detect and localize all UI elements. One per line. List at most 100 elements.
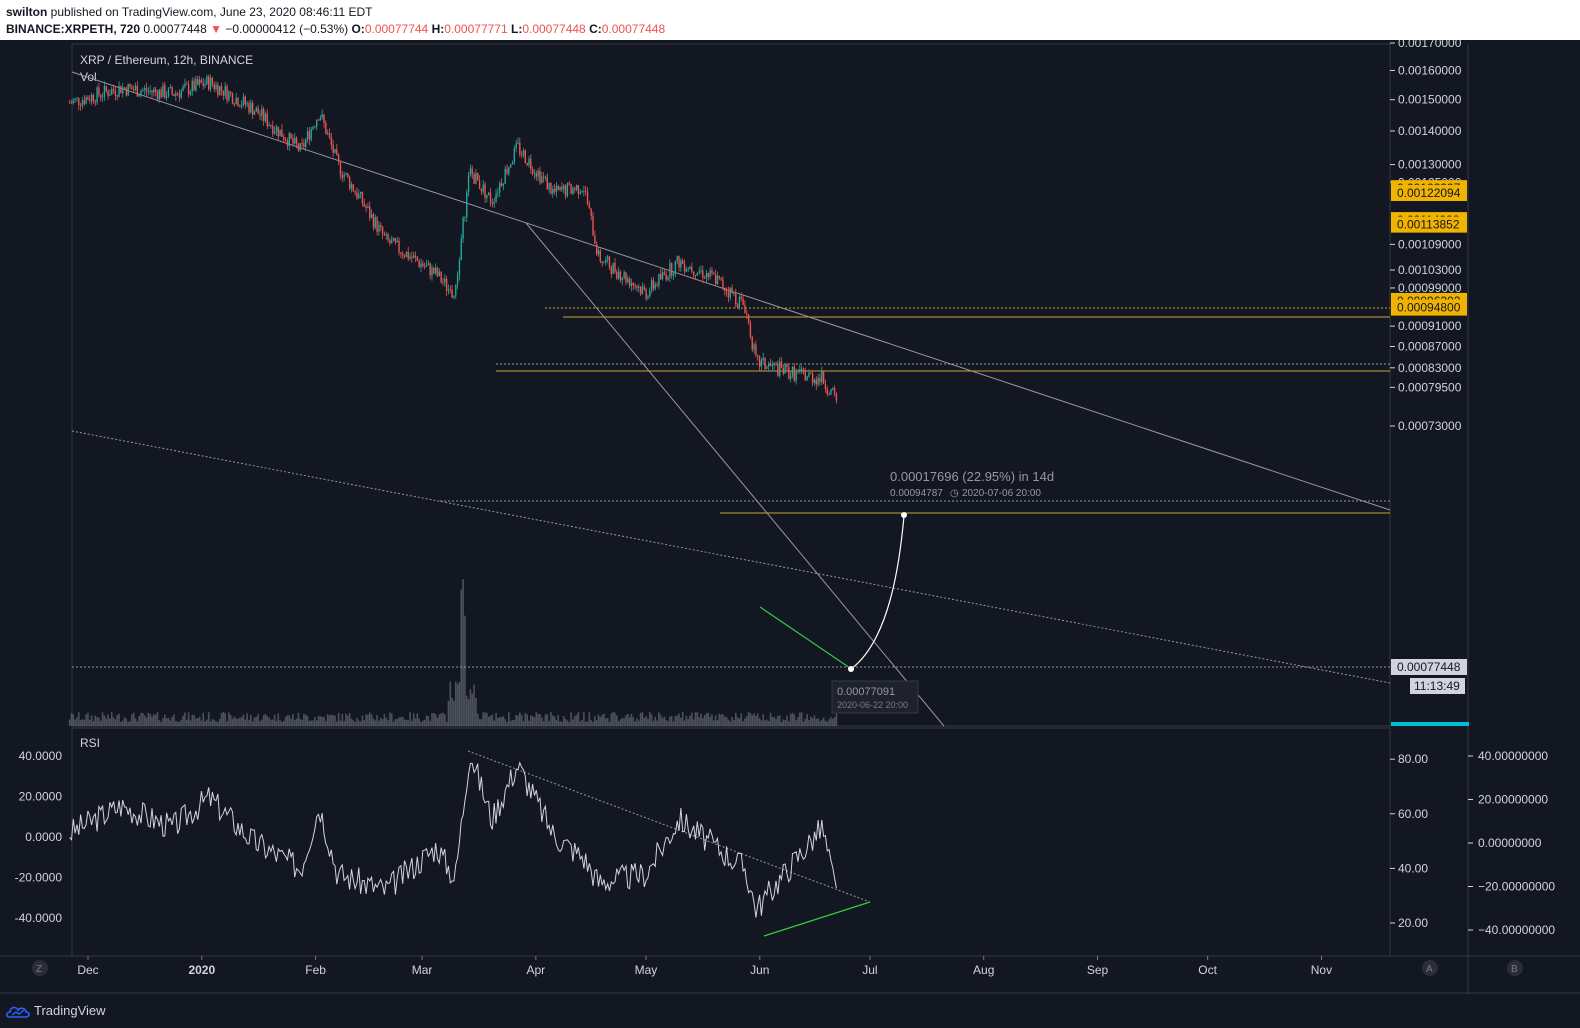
- rsi-resistance-line[interactable]: [467, 750, 871, 903]
- candle-body: [687, 269, 689, 270]
- candle-body: [292, 138, 294, 144]
- candle-body: [762, 357, 764, 361]
- candle-body: [222, 90, 225, 96]
- volume-bar: [551, 715, 554, 726]
- candle-body: [89, 99, 91, 101]
- candle-body: [186, 83, 188, 85]
- volume-bar: [423, 720, 426, 726]
- volume-bar: [590, 720, 592, 726]
- candle-body: [685, 269, 688, 272]
- candle-body: [332, 144, 334, 153]
- candle-body: [681, 260, 684, 264]
- volume-bar: [809, 716, 812, 726]
- volume-bar: [495, 712, 497, 726]
- volume-bar: [92, 721, 95, 726]
- volume-bar: [259, 721, 261, 726]
- volume-bar: [87, 712, 89, 726]
- volume-bar: [433, 712, 435, 726]
- candle-body: [224, 86, 226, 96]
- candle-body: [605, 259, 607, 263]
- volume-bar: [648, 712, 651, 726]
- candle-body: [778, 361, 781, 376]
- volume-bar: [767, 720, 770, 726]
- candle-body: [231, 93, 234, 104]
- volume-bar: [74, 719, 76, 726]
- volume-bar: [670, 716, 673, 726]
- volume-bar: [301, 719, 303, 726]
- rsi-far-right-tick-label: 20.00000000: [1478, 793, 1548, 807]
- volume-bar: [143, 715, 146, 726]
- candle-body: [423, 266, 426, 268]
- publisher-name[interactable]: swilton: [6, 5, 48, 19]
- volume-bar: [751, 715, 754, 726]
- candle-body: [156, 91, 159, 100]
- candle-body: [466, 191, 468, 218]
- lower-dotted-trendline[interactable]: [71, 430, 1391, 684]
- projection-curve[interactable]: [850, 515, 905, 670]
- volume-bar: [469, 689, 472, 726]
- scale-button-a[interactable]: [1422, 960, 1438, 976]
- volume-bar: [127, 721, 130, 726]
- candle-body: [211, 77, 214, 85]
- candle-body: [789, 375, 792, 379]
- candle-body: [700, 270, 702, 272]
- tradingview-logo[interactable]: TradingView: [6, 1003, 106, 1018]
- candle-body: [365, 206, 367, 209]
- volume-bar: [723, 716, 726, 726]
- time-axis[interactable]: Dec 2020 Feb Mar Apr May Jun Jul Aug Sep Oct Nov: [77, 956, 1332, 977]
- upper-trendline[interactable]: [71, 71, 1391, 511]
- steep-trendline[interactable]: [525, 222, 945, 727]
- candle-body: [484, 184, 486, 198]
- volume-bar: [626, 713, 629, 726]
- candle-body: [826, 388, 828, 395]
- volume-bar: [253, 717, 256, 726]
- candle-body: [94, 101, 96, 103]
- volume-bar: [381, 719, 384, 726]
- rsi-pane-frame: [71, 727, 1391, 957]
- volume-bar: [579, 721, 582, 726]
- price-axis[interactable]: 0.00170000 0.00160000 0.00150000 0.00140000…: [1390, 40, 1462, 433]
- volume-bar: [401, 716, 404, 726]
- volume-bar: [286, 715, 289, 726]
- volume-bar: [630, 713, 633, 726]
- candle-body: [281, 129, 283, 137]
- volume-bar: [290, 718, 292, 726]
- volume-bar: [780, 721, 783, 726]
- candle-body: [802, 368, 805, 373]
- chart-canvas[interactable]: XRP / Ethereum, 12h, BINANCE Vol RSI 0.0…: [0, 40, 1580, 994]
- candle-body: [343, 174, 345, 178]
- publish-header: swilton published on TradingView.com, Ju…: [0, 0, 1580, 40]
- candle-body: [369, 206, 371, 218]
- volume-bar: [641, 712, 644, 726]
- volume-bar: [588, 712, 591, 726]
- scale-button-b[interactable]: [1507, 960, 1523, 976]
- volume-bar: [564, 718, 567, 726]
- candle-body: [402, 253, 404, 256]
- volume-bar: [661, 718, 664, 726]
- volume-bar: [632, 717, 635, 726]
- scale-button-z[interactable]: [32, 960, 48, 976]
- volume-bar: [94, 715, 97, 726]
- volume-bar: [220, 713, 223, 726]
- candle-body: [244, 96, 247, 105]
- candle-body: [354, 191, 356, 193]
- rsi-axes[interactable]: 40.0000 20.0000 0.0000 -20.0000 -40.0000 80.0…: [15, 749, 1556, 937]
- volume-bar: [357, 720, 360, 726]
- candle-body: [577, 185, 580, 194]
- rsi-support-green-line[interactable]: [763, 901, 871, 937]
- volume-bar: [522, 721, 525, 726]
- volume-bar: [815, 718, 818, 726]
- candle-body: [116, 95, 118, 97]
- price-pane-title: XRP / Ethereum, 12h, BINANCE: [80, 53, 253, 67]
- volume-bar: [315, 720, 318, 726]
- support-green-line[interactable]: [759, 606, 851, 669]
- candle-body: [552, 189, 554, 194]
- last-price-badge: [1391, 659, 1467, 675]
- candle-body: [530, 158, 532, 169]
- candle-body: [830, 389, 832, 395]
- volume-bar: [275, 721, 278, 726]
- price-tick-label: 0.00083000: [1398, 361, 1462, 375]
- candle-body: [297, 144, 300, 151]
- volume-bar: [718, 713, 721, 726]
- candle-body: [625, 272, 627, 283]
